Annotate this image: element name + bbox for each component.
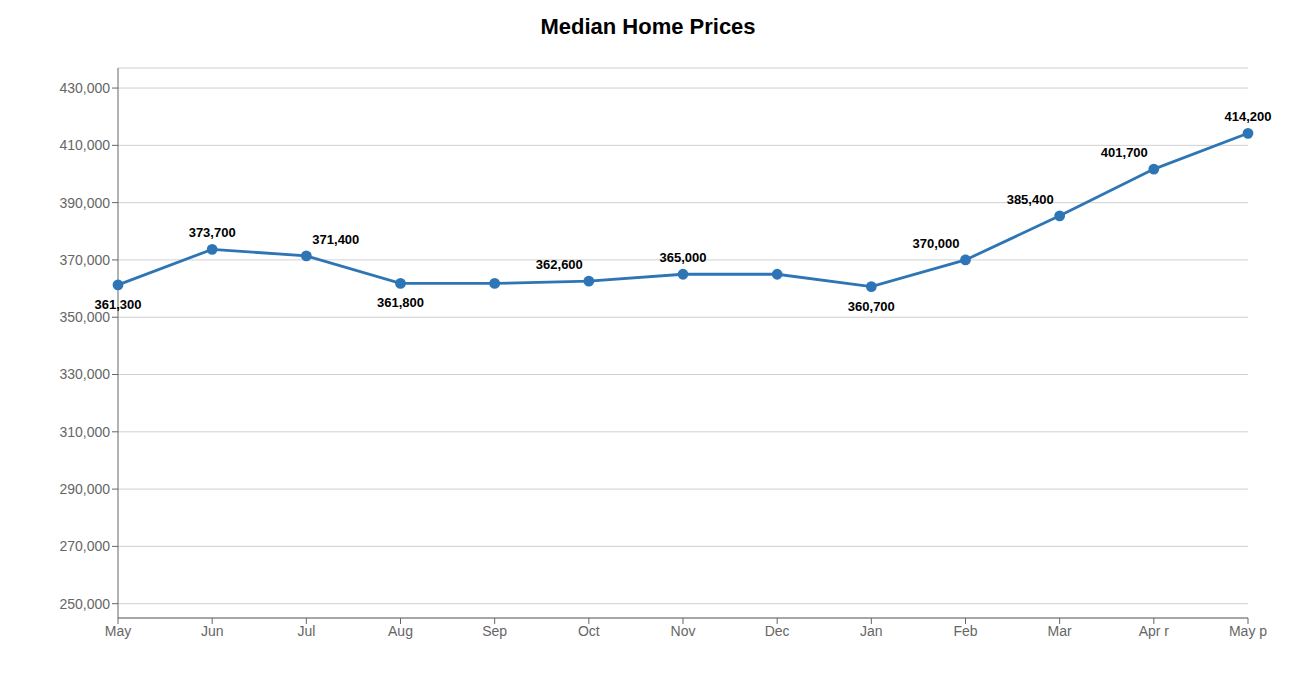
html-text:Median Home Prices: Median Home Prices	[540, 14, 756, 39]
svg-text:362,600: 362,600	[536, 257, 583, 272]
svg-text:290,000: 290,000	[59, 481, 110, 497]
svg-text:Oct: Oct	[578, 623, 600, 639]
svg-text:371,400: 371,400	[312, 232, 359, 247]
svg-text:250,000: 250,000	[59, 596, 110, 612]
svg-text:401,700: 401,700	[1101, 145, 1148, 160]
svg-text:361,800: 361,800	[377, 295, 424, 310]
svg-text:Mar: Mar	[1048, 623, 1072, 639]
svg-text:Jul: Jul	[297, 623, 315, 639]
svg-text:310,000: 310,000	[59, 424, 110, 440]
svg-text:385,400: 385,400	[1007, 192, 1054, 207]
svg-text:365,000: 365,000	[660, 250, 707, 265]
svg-text:Feb: Feb	[953, 623, 977, 639]
svg-text:Nov: Nov	[671, 623, 696, 639]
svg-text:Aug: Aug	[388, 623, 413, 639]
svg-text:Jun: Jun	[201, 623, 224, 639]
svg-text:430,000: 430,000	[59, 80, 110, 96]
svg-text:270,000: 270,000	[59, 538, 110, 554]
svg-text:361,300: 361,300	[95, 297, 142, 312]
svg-text:414,200: 414,200	[1225, 109, 1272, 124]
svg-text:330,000: 330,000	[59, 366, 110, 382]
svg-text:Dec: Dec	[765, 623, 790, 639]
svg-text:Jan: Jan	[860, 623, 883, 639]
svg-text:350,000: 350,000	[59, 309, 110, 326]
svg-text:May p: May p	[1229, 623, 1267, 639]
svg-text:360,700: 360,700	[848, 299, 895, 314]
svg-text:Apr r: Apr r	[1139, 623, 1170, 639]
svg-text:373,700: 373,700	[189, 225, 236, 240]
svg-text:May: May	[105, 623, 131, 639]
svg-text:370,000: 370,000	[59, 252, 110, 268]
svg-text:390,000: 390,000	[59, 195, 110, 211]
svg-text:Sep: Sep	[482, 623, 507, 639]
svg-text:410,000: 410,000	[59, 137, 110, 153]
svg-text:370,000: 370,000	[913, 236, 960, 251]
